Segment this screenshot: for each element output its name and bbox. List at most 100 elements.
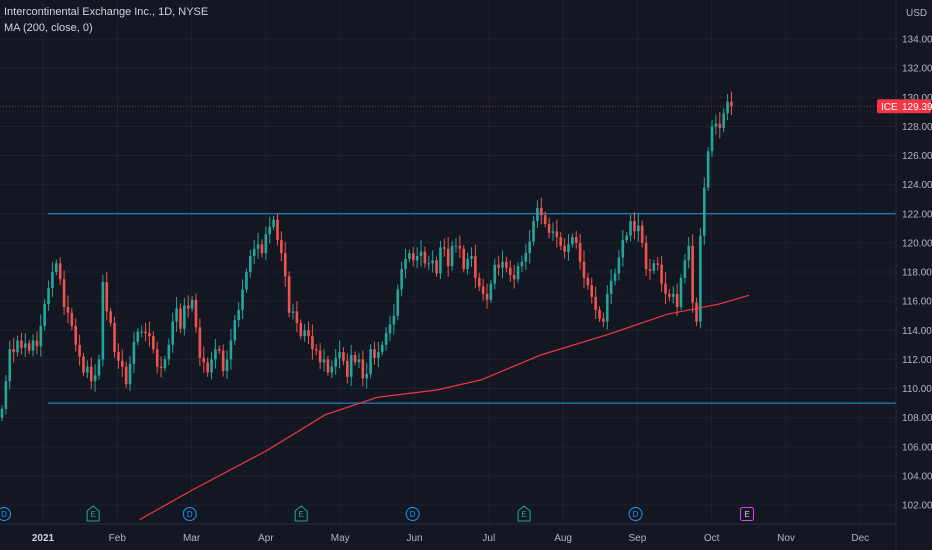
candle-body	[361, 359, 365, 379]
candle-body	[423, 251, 427, 264]
candle-body	[225, 359, 229, 372]
candle-body	[683, 260, 687, 278]
candle-body	[644, 242, 648, 270]
price-tick-label: 124.00	[902, 180, 932, 191]
candle-body	[55, 263, 58, 273]
candle-body	[314, 349, 318, 351]
candle-body	[516, 266, 520, 280]
candle-body	[256, 244, 260, 249]
candle-body	[307, 330, 310, 337]
candle-body	[384, 333, 388, 345]
time-tick-label: Apr	[258, 533, 274, 544]
candle-body	[512, 274, 516, 280]
candle-body	[303, 330, 306, 337]
candle-body	[70, 312, 74, 326]
price-tick-label: 108.00	[902, 413, 932, 424]
candle-body	[283, 253, 287, 277]
candle-body	[675, 293, 679, 307]
candle-body	[186, 305, 190, 309]
candle-body	[411, 253, 415, 261]
candle-body	[74, 325, 78, 345]
candle-body	[346, 360, 349, 377]
candle-body	[12, 349, 15, 353]
dividend-marker-circle	[405, 507, 420, 521]
candle-body	[450, 245, 454, 267]
candle-body	[198, 327, 202, 358]
candle-body	[117, 352, 120, 361]
candle-body	[656, 263, 660, 265]
price-tick-label: 112.00	[902, 355, 932, 366]
candle-body	[652, 263, 656, 271]
dividend-marker[interactable]: D	[182, 507, 197, 521]
indicator-label[interactable]: MA (200, close, 0)	[4, 22, 93, 34]
candle-body	[625, 235, 628, 241]
candle-body	[633, 221, 636, 232]
candle-body	[357, 359, 361, 363]
candle-body	[237, 309, 240, 321]
candle-body	[668, 293, 671, 297]
earnings-marker[interactable]: E	[740, 507, 754, 521]
candle-body	[714, 123, 718, 127]
candle-body	[369, 349, 372, 374]
earnings-marker[interactable]: E	[517, 505, 531, 522]
candle-body	[171, 321, 175, 345]
dividend-marker[interactable]: D	[628, 507, 643, 521]
candle-body	[508, 267, 512, 275]
candle-body	[276, 219, 279, 241]
candle-body	[322, 359, 326, 363]
candle-body	[179, 308, 182, 329]
price-tick-label: 120.00	[902, 238, 932, 249]
time-tick-label: Oct	[704, 533, 720, 544]
dividend-marker[interactable]: D	[405, 507, 420, 521]
candle-body	[136, 331, 140, 342]
candle-body	[629, 221, 632, 236]
earnings-marker[interactable]: E	[294, 505, 308, 522]
candle-body	[338, 352, 341, 358]
candle-body	[679, 277, 683, 307]
symbol-title[interactable]: Intercontinental Exchange Inc., 1D, NYSE	[4, 6, 209, 18]
candle-body	[342, 352, 345, 361]
candle-body	[105, 282, 109, 312]
candle-body	[62, 279, 66, 307]
candle-body	[605, 293, 609, 322]
candle-body	[128, 363, 132, 385]
candle-body	[505, 261, 508, 268]
candle-body	[89, 366, 93, 382]
earnings-marker-shape	[86, 505, 100, 522]
candle-body	[82, 356, 85, 373]
candle-body	[241, 289, 244, 310]
price-tick-label: 106.00	[902, 442, 932, 453]
time-tick-label: Sep	[629, 533, 647, 544]
candle-body	[640, 225, 644, 243]
candle-body	[380, 344, 384, 353]
candle-body	[571, 237, 574, 245]
candle-body	[466, 258, 469, 270]
earnings-marker[interactable]: E	[86, 505, 100, 522]
vertical-gridlines	[42, 0, 861, 524]
candle-body	[78, 344, 81, 357]
candle-body	[249, 256, 252, 273]
candle-body	[540, 207, 543, 216]
dividend-marker[interactable]: D	[0, 507, 11, 521]
candle-body	[578, 242, 582, 262]
candle-body	[726, 101, 729, 114]
price-axis[interactable]: USD 102.00 104.00 106.00 108.00 110.00 112.00…	[902, 8, 932, 512]
candle-body	[27, 343, 31, 351]
candle-body	[43, 304, 46, 326]
candle-body	[124, 366, 128, 385]
candle-body	[446, 248, 450, 267]
horizontal-levels[interactable]	[48, 213, 896, 404]
candle-body	[377, 352, 380, 358]
earnings-marker-shape	[294, 505, 308, 522]
candle-body	[664, 283, 667, 294]
candle-body	[431, 260, 434, 264]
candle-body	[567, 244, 570, 252]
candle-body	[555, 231, 559, 238]
candle-body	[217, 349, 221, 351]
candle-body	[47, 288, 50, 305]
time-axis[interactable]: 2021 Feb Mar Apr May Jun Jul Aug Sep Oct Nov Dec	[32, 533, 869, 544]
candle-body	[543, 215, 547, 224]
candle-body	[20, 340, 23, 348]
